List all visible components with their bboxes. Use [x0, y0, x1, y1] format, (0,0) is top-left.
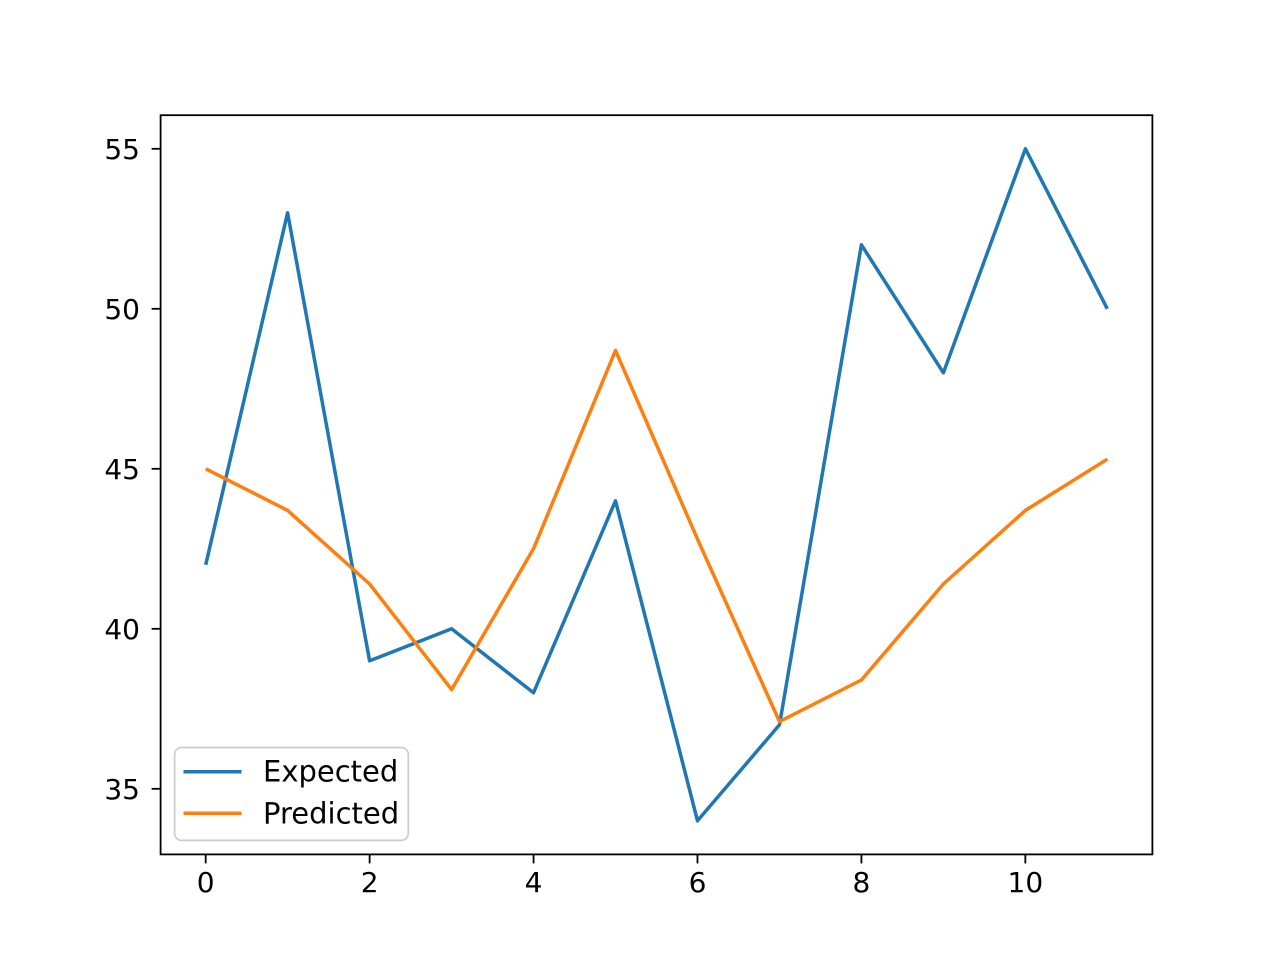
y-tick-label: 55 [104, 133, 140, 166]
series-line-predicted [204, 348, 1109, 724]
y-tick-label: 35 [104, 773, 140, 806]
y-tick-label: 40 [104, 613, 140, 646]
x-tick-label: 2 [361, 866, 379, 899]
axes-frame [159, 114, 1154, 856]
series-line-expected [203, 147, 1109, 823]
legend-label-expected: Expected [263, 755, 398, 789]
y-tick-label: 45 [104, 453, 140, 486]
x-tick-label: 6 [689, 866, 707, 899]
x-tick-label: 0 [197, 866, 215, 899]
x-tick-label: 8 [853, 866, 871, 899]
legend-label-predicted: Predicted [263, 796, 399, 830]
y-tick-label: 50 [104, 293, 140, 326]
legend: Expected Predicted [173, 746, 410, 842]
x-tick-label: 10 [1008, 866, 1044, 899]
x-tick-label: 4 [525, 866, 543, 899]
